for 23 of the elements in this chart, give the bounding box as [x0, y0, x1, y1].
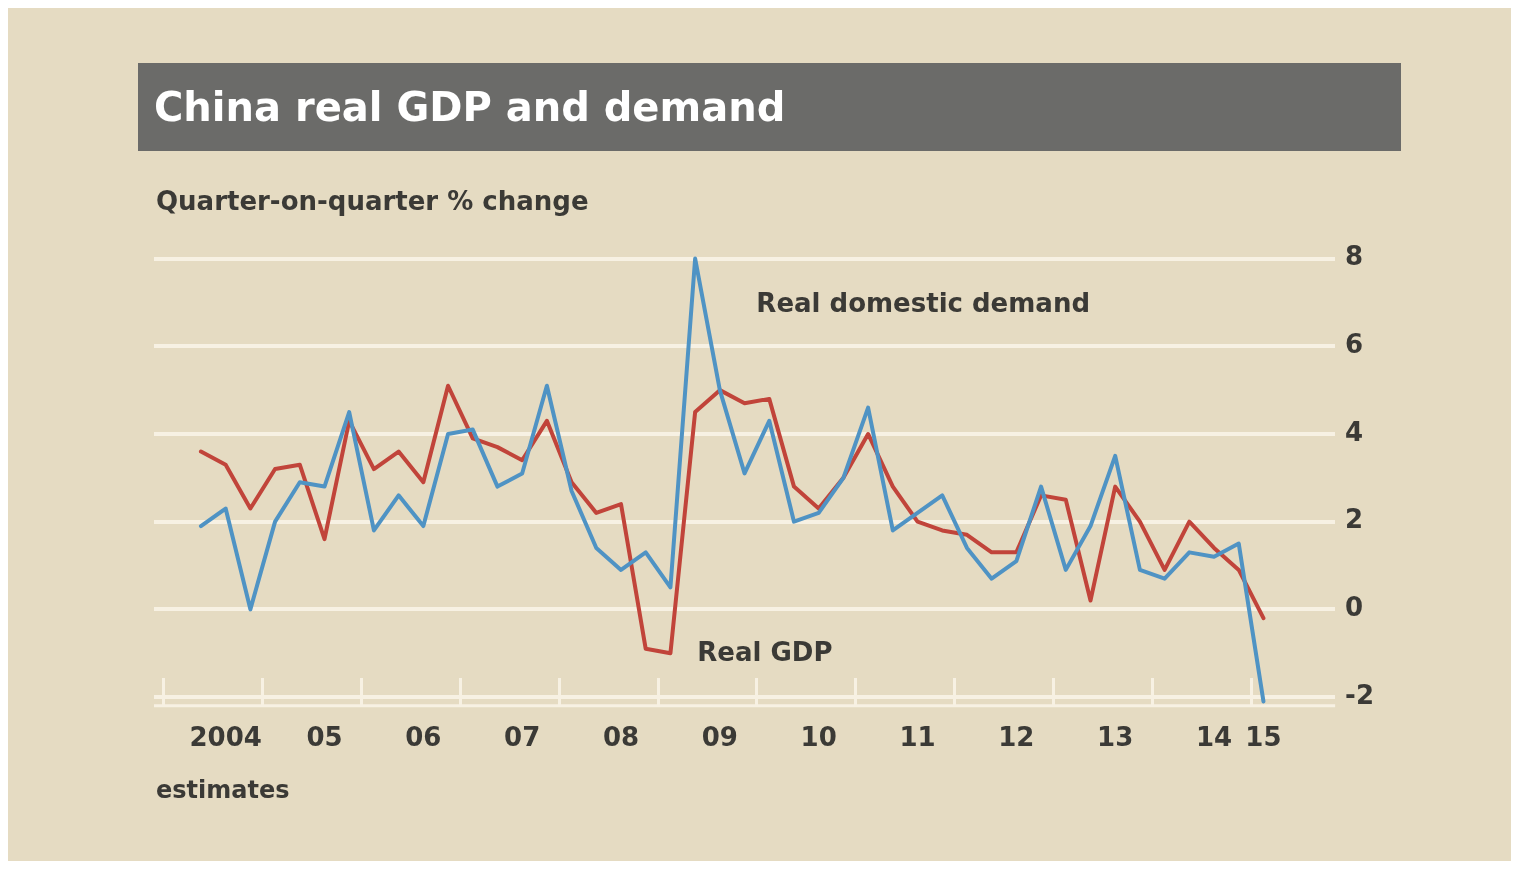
x-tick-label: 10	[800, 722, 837, 753]
x-tick-label: 12	[998, 722, 1035, 753]
series-label: Real domestic demand	[756, 288, 1091, 319]
x-tick-label: 13	[1097, 722, 1134, 753]
y-tick-label: 6	[1345, 329, 1364, 360]
y-axis-title: Quarter-on-quarter % change	[156, 186, 589, 216]
text: estimates	[156, 776, 290, 804]
y-tick-label: 8	[1345, 241, 1364, 272]
x-tick-label: 08	[602, 722, 640, 753]
y-tick-label: 2	[1345, 504, 1364, 535]
x-tick-label: 2004	[189, 722, 262, 753]
y-tick-label: 0	[1345, 592, 1364, 623]
x-tick-label: 15	[1245, 722, 1282, 753]
y-tick-label: -2	[1345, 679, 1375, 710]
x-tick-label: 11	[899, 722, 936, 753]
y-tick-label: 4	[1345, 416, 1364, 447]
x-tick-label: 05	[306, 722, 343, 753]
x-tick-label: 07	[504, 722, 541, 753]
x-tick-label: 14	[1195, 722, 1233, 753]
series-label: Real GDP	[697, 637, 833, 668]
chart-title: China real GDP and demand	[138, 63, 1401, 151]
x-tick-label: 06	[405, 722, 442, 753]
x-tick-label: 09	[701, 722, 738, 753]
